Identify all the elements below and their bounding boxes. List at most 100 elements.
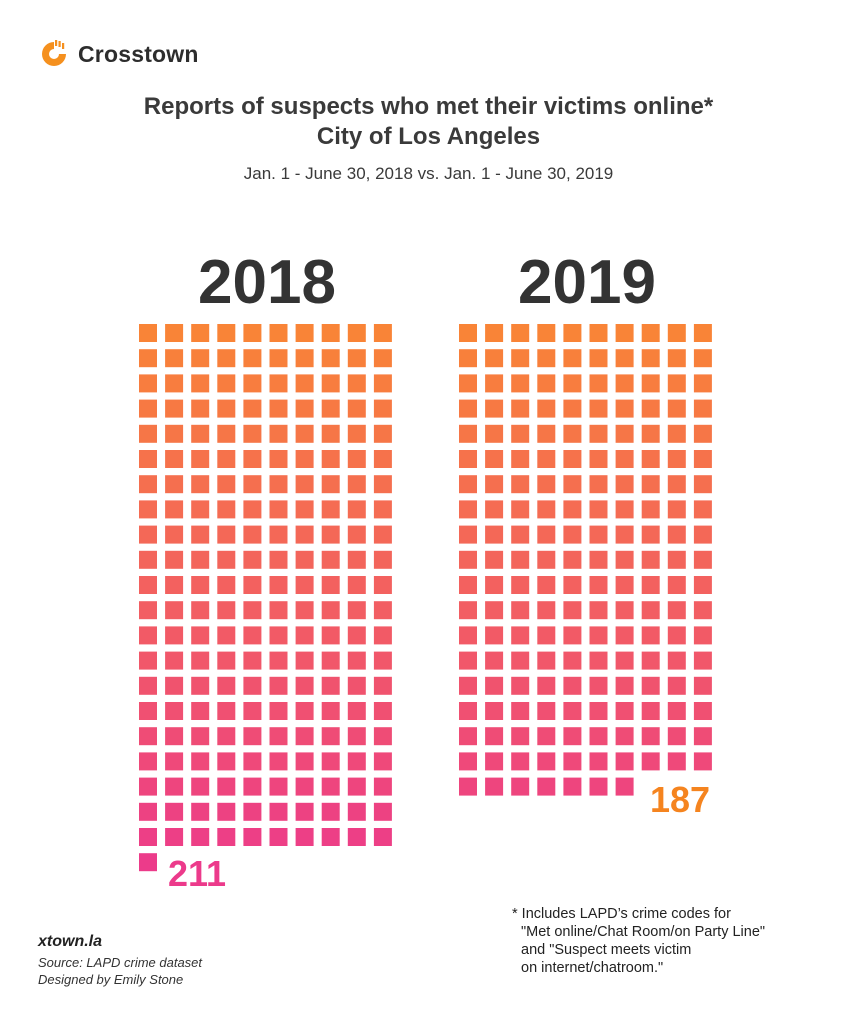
waffle-unit-2018 <box>373 450 392 468</box>
waffle-unit-2019 <box>459 424 477 443</box>
waffle-unit-2018 <box>139 450 157 468</box>
waffle-unit-2019 <box>511 727 530 746</box>
waffle-unit-2018 <box>139 550 157 569</box>
waffle-unit-2019 <box>615 777 634 796</box>
waffle-unit-2019 <box>459 727 477 746</box>
waffle-unit-2019 <box>693 676 712 695</box>
value-label-2018: 211 <box>168 853 227 894</box>
waffle-unit-2018 <box>321 374 340 393</box>
waffle-unit-2018 <box>295 752 314 771</box>
waffle-unit-2018 <box>191 500 210 519</box>
footnote-line-4: on internet/chatroom." <box>521 960 664 976</box>
waffle-unit-2019 <box>459 576 477 594</box>
waffle-unit-2018 <box>165 727 184 746</box>
waffle-unit-2018 <box>191 752 210 771</box>
waffle-unit-2018 <box>295 525 314 544</box>
waffle-unit-2019 <box>511 500 530 519</box>
waffle-unit-2019 <box>693 702 712 720</box>
waffle-unit-2018 <box>295 601 314 620</box>
waffle-unit-2018 <box>295 651 314 670</box>
waffle-unit-2019 <box>485 349 504 368</box>
waffle-unit-2018 <box>269 702 288 720</box>
waffle-unit-2019 <box>667 550 686 569</box>
waffle-unit-2018 <box>321 676 340 695</box>
waffle-unit-2019 <box>693 626 712 645</box>
waffle-unit-2018 <box>321 626 340 645</box>
waffle-unit-2019 <box>589 525 608 544</box>
waffle-unit-2019 <box>459 324 477 342</box>
waffle-unit-2018 <box>139 349 157 368</box>
waffle-unit-2018 <box>295 424 314 443</box>
waffle-unit-2018 <box>295 349 314 368</box>
waffle-unit-2018 <box>139 601 157 620</box>
waffle-unit-2019 <box>615 752 634 771</box>
waffle-unit-2019 <box>537 676 556 695</box>
waffle-unit-2019 <box>485 550 504 569</box>
waffle-unit-2018 <box>139 324 157 342</box>
waffle-unit-2018 <box>165 500 184 519</box>
waffle-unit-2019 <box>537 727 556 746</box>
waffle-unit-2019 <box>693 349 712 368</box>
waffle-unit-2019 <box>667 424 686 443</box>
waffle-unit-2019 <box>537 601 556 620</box>
waffle-unit-2018 <box>347 752 366 771</box>
waffle-unit-2019 <box>511 601 530 620</box>
waffle-unit-2019 <box>537 550 556 569</box>
waffle-unit-2019 <box>563 349 582 368</box>
waffle-unit-2019 <box>511 576 530 594</box>
waffle-unit-2018 <box>243 500 262 519</box>
waffle-unit-2018 <box>139 374 157 393</box>
waffle-unit-2018 <box>347 802 366 821</box>
waffle-unit-2018 <box>269 802 288 821</box>
waffle-unit-2018 <box>373 651 392 670</box>
waffle-unit-2018 <box>165 450 184 468</box>
waffle-unit-2019 <box>641 576 660 594</box>
waffle-unit-2018 <box>373 349 392 368</box>
waffle-unit-2018 <box>243 525 262 544</box>
waffle-unit-2018 <box>217 576 236 594</box>
waffle-unit-2018 <box>347 500 366 519</box>
waffle-unit-2019 <box>459 550 477 569</box>
waffle-unit-2018 <box>191 777 210 796</box>
waffle-unit-2019 <box>693 601 712 620</box>
waffle-unit-2018 <box>165 324 184 342</box>
waffle-unit-2019 <box>563 450 582 468</box>
waffle-unit-2018 <box>243 424 262 443</box>
waffle-unit-2018 <box>217 475 236 494</box>
designer-credit: Designed by Emily Stone <box>38 972 184 987</box>
waffle-unit-2018 <box>269 500 288 519</box>
waffle-unit-2018 <box>165 626 184 645</box>
waffle-unit-2018 <box>217 500 236 519</box>
waffle-unit-2019 <box>615 651 634 670</box>
waffle-unit-2019 <box>511 752 530 771</box>
waffle-unit-2019 <box>563 500 582 519</box>
waffle-unit-2019 <box>485 651 504 670</box>
waffle-unit-2019 <box>589 601 608 620</box>
waffle-unit-2019 <box>667 626 686 645</box>
waffle-unit-2019 <box>667 601 686 620</box>
waffle-unit-2019 <box>615 374 634 393</box>
waffle-unit-2018 <box>191 702 210 720</box>
waffle-unit-2018 <box>217 550 236 569</box>
waffle-unit-2018 <box>321 550 340 569</box>
waffle-unit-2019 <box>511 550 530 569</box>
waffle-unit-2019 <box>667 349 686 368</box>
waffle-unit-2018 <box>217 399 236 418</box>
waffle-unit-2018 <box>243 550 262 569</box>
waffle-unit-2019 <box>693 752 712 771</box>
waffle-unit-2019 <box>615 500 634 519</box>
waffle-unit-2019 <box>615 702 634 720</box>
waffle-unit-2018 <box>269 349 288 368</box>
waffle-unit-2019 <box>693 424 712 443</box>
waffle-unit-2019 <box>641 349 660 368</box>
waffle-unit-2019 <box>485 676 504 695</box>
waffle-unit-2019 <box>693 651 712 670</box>
waffle-unit-2018 <box>373 475 392 494</box>
waffle-unit-2019 <box>563 752 582 771</box>
waffle-unit-2019 <box>563 525 582 544</box>
waffle-unit-2019 <box>615 450 634 468</box>
waffle-unit-2018 <box>191 374 210 393</box>
waffle-unit-2018 <box>321 324 340 342</box>
waffle-unit-2018 <box>191 324 210 342</box>
waffle-unit-2018 <box>243 702 262 720</box>
